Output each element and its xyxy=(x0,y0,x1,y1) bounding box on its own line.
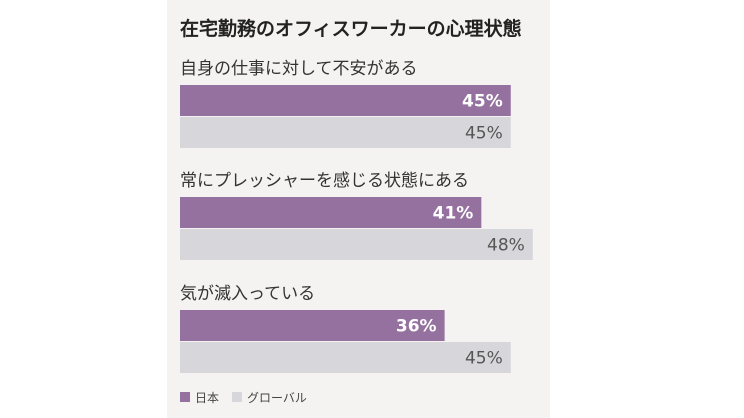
category-label: 自身の仕事に対して不安がある xyxy=(180,59,418,79)
global-value-label: 48% xyxy=(487,236,525,256)
category-label: 常にプレッシャーを感じる状態にある xyxy=(180,171,469,191)
global-bar xyxy=(180,229,533,260)
global-bar xyxy=(180,342,511,373)
japan-bar xyxy=(180,310,445,341)
legend-label-global: グローバル xyxy=(247,391,307,405)
japan-value-label: 36% xyxy=(396,317,437,337)
legend-label-japan: 日本 xyxy=(195,391,219,405)
global-value-label: 45% xyxy=(465,124,503,144)
global-value-label: 45% xyxy=(465,349,503,369)
japan-bar xyxy=(180,85,511,116)
japan-value-label: 45% xyxy=(462,92,503,112)
legend-swatch-global xyxy=(232,392,242,402)
japan-bar xyxy=(180,197,482,228)
japan-value-label: 41% xyxy=(433,204,474,224)
chart-title: 在宅勤務のオフィスワーカーの心理状態 xyxy=(180,18,522,40)
legend-swatch-japan xyxy=(180,392,190,402)
category-label: 気が滅入っている xyxy=(180,284,315,304)
global-bar xyxy=(180,117,511,148)
